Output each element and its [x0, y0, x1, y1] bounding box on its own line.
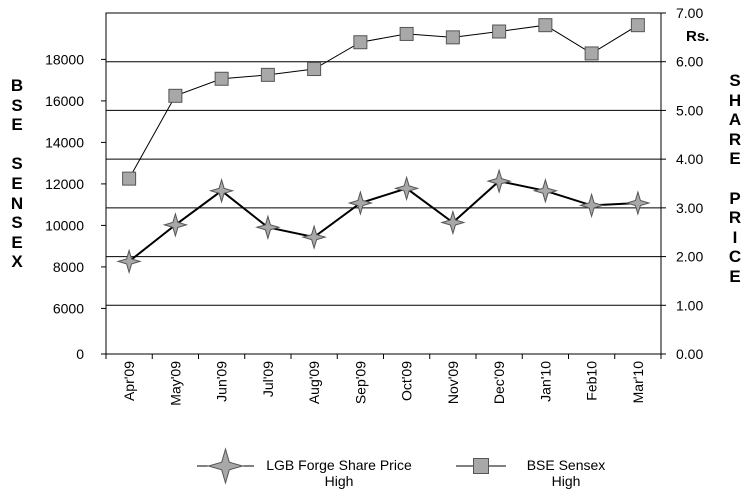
- data-point: [584, 46, 599, 61]
- data-point: [440, 209, 466, 236]
- right-axis: 0.00 1.00 2.00 3.00 4.00 5.00 6.00 7.00 Rs.: [661, 5, 709, 362]
- series: [116, 168, 651, 275]
- legend-label: High: [325, 473, 354, 489]
- series-line: [128, 180, 638, 263]
- x-axis-tick-label: Feb10: [584, 361, 600, 401]
- data-point: [393, 175, 420, 202]
- data-point: [208, 178, 235, 204]
- left-axis-tick-label: 14000: [45, 134, 84, 150]
- legend-label: High: [552, 473, 581, 489]
- x-axis-tick-label: Mar'10: [630, 361, 646, 404]
- left-axis-tick-label: 0: [76, 346, 84, 362]
- data-point: [532, 178, 559, 204]
- data-point: [162, 212, 189, 238]
- x-axis-tick-label: Dec'09: [491, 361, 507, 404]
- gridlines: [106, 12, 661, 306]
- right-axis-unit: Rs.: [686, 28, 709, 45]
- plot-frame: [105, 12, 662, 355]
- data-point: [492, 24, 507, 39]
- data-point: [255, 214, 281, 241]
- data-point: [307, 62, 322, 77]
- series: [122, 18, 645, 186]
- left-axis-tick-label: 10000: [45, 217, 84, 233]
- left-axis-title: B S E S E N S E X: [10, 76, 24, 272]
- data-point: [116, 248, 142, 275]
- data-point: [578, 192, 605, 219]
- x-axis-tick-label: Apr'09: [121, 361, 137, 401]
- data-point: [486, 168, 512, 194]
- legend-label: LGB Forge Share Price: [266, 457, 412, 473]
- right-axis-tick-label: 5.00: [676, 102, 703, 118]
- data-point: [301, 224, 327, 250]
- right-axis-tick-label: 6.00: [676, 54, 703, 70]
- x-axis-tick-label: May'09: [167, 361, 183, 406]
- x-axis: Apr'09 May'09 Jun'09 Jul'09 Aug'09 Sep'09 Oct'…: [105, 354, 662, 406]
- data-point: [625, 190, 651, 216]
- data-point: [445, 30, 460, 45]
- x-axis-tick-label: Nov'09: [445, 361, 461, 404]
- left-axis-tick-label: 16000: [45, 93, 84, 109]
- legend-label: BSE Sensex: [527, 457, 606, 473]
- data-point: [399, 26, 414, 41]
- right-axis-tick-label: 3.00: [676, 200, 703, 216]
- right-axis-tick-label: 2.00: [676, 249, 703, 265]
- x-axis-tick-label: Oct'09: [399, 361, 415, 401]
- x-axis-tick-label: Jun'09: [214, 361, 230, 402]
- right-axis-tick-label: 0.00: [676, 346, 703, 362]
- data-point: [122, 171, 137, 186]
- right-axis-tick-label: 1.00: [676, 297, 703, 313]
- data-point: [260, 67, 275, 82]
- left-axis-tick-label: 8000: [53, 259, 84, 275]
- x-axis-tick-label: Jul'09: [260, 361, 276, 397]
- right-axis-title: S H A R E P R I C E: [728, 71, 742, 286]
- data-point: [538, 18, 553, 33]
- left-axis-tick-label: 12000: [45, 176, 84, 192]
- data-point: [214, 71, 229, 86]
- data-point: [347, 190, 374, 216]
- right-axis-tick-label: 4.00: [676, 151, 703, 167]
- data-point: [630, 18, 645, 33]
- x-axis-tick-label: Sep'09: [352, 361, 368, 404]
- left-axis-tick-label: 18000: [45, 51, 84, 67]
- right-axis-tick-label: 7.00: [676, 5, 703, 21]
- left-axis-tick-label: 6000: [53, 300, 84, 316]
- data-point: [353, 35, 368, 50]
- data-point: [168, 88, 183, 103]
- legend-marker: [206, 447, 245, 485]
- legend-marker: [473, 458, 489, 474]
- x-axis-tick-label: Aug'09: [306, 361, 322, 404]
- left-axis: 0 6000 8000 10000 12000 14000 16000 18000: [45, 51, 106, 362]
- x-axis-tick-label: Jan'10: [537, 361, 553, 402]
- series-line: [128, 24, 639, 179]
